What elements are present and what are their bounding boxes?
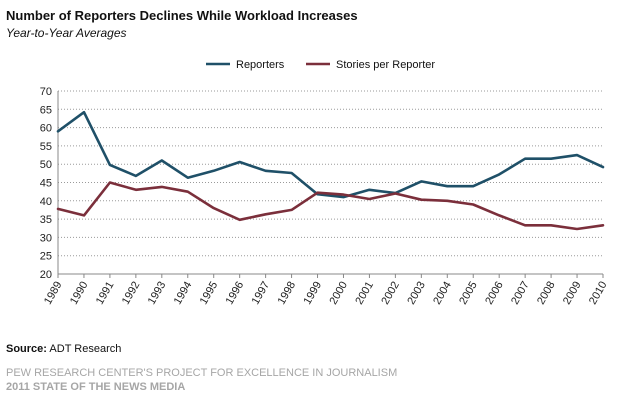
y-tick-label: 55	[40, 141, 52, 153]
gridlines	[58, 90, 603, 257]
y-tick-label: 25	[40, 251, 52, 263]
legend-label-reporters: Reporters	[236, 59, 285, 71]
source-text: ADT Research	[49, 343, 122, 355]
y-tick-label: 45	[40, 178, 52, 190]
y-tick-label: 60	[40, 123, 52, 135]
x-tick-label: 1990	[68, 280, 91, 307]
x-tick-label: 2009	[561, 280, 584, 307]
x-tick-label: 2001	[353, 280, 376, 307]
y-tick-label: 65	[40, 104, 52, 116]
footer-organization: PEW RESEARCH CENTER'S PROJECT FOR EXCELL…	[6, 367, 398, 379]
chart-subtitle: Year-to-Year Averages	[6, 26, 127, 40]
x-tick-label: 1995	[198, 280, 221, 307]
legend: Reporters Stories per Reporter	[206, 59, 435, 71]
source-note: Source: ADT Research	[6, 343, 121, 355]
x-tick-label: 1999	[301, 280, 324, 307]
legend-label-stories-per-reporter: Stories per Reporter	[336, 59, 435, 71]
x-tick-label: 1998	[276, 280, 299, 307]
footer-report: 2011 STATE OF THE NEWS MEDIA	[6, 381, 186, 393]
x-tick-label: 1994	[172, 280, 195, 307]
x-tick-label: 1997	[250, 280, 273, 307]
y-tick-label: 40	[40, 196, 52, 208]
x-tick-label: 2010	[587, 280, 610, 307]
x-tick-label: 2000	[327, 280, 350, 307]
x-tick-label: 2008	[535, 280, 558, 307]
y-tick-label: 30	[40, 232, 52, 244]
y-tick-label: 50	[40, 159, 52, 171]
x-tick-label: 2002	[379, 280, 402, 307]
x-tick-label: 1991	[94, 280, 117, 307]
x-tick-label: 1993	[146, 280, 169, 307]
chart-title: Number of Reporters Declines While Workl…	[6, 8, 358, 23]
x-tick-label: 1992	[120, 280, 143, 307]
x-tick-label: 1989	[42, 280, 65, 307]
series-line-reporters	[56, 110, 605, 199]
x-tick-label: 2007	[509, 280, 532, 307]
series-lines	[56, 110, 605, 231]
y-tick-label: 20	[40, 269, 52, 281]
x-tick-label: 2003	[405, 280, 428, 307]
source-label: Source:	[6, 343, 47, 355]
x-tick-label: 1996	[224, 280, 247, 307]
series-line-stories-per-reporter	[56, 181, 605, 231]
x-tick-label: 2004	[431, 280, 454, 307]
y-tick-label: 35	[40, 214, 52, 226]
x-tick-label: 2006	[483, 280, 506, 307]
x-tick-label: 2005	[457, 280, 480, 307]
y-tick-label: 70	[40, 86, 52, 98]
